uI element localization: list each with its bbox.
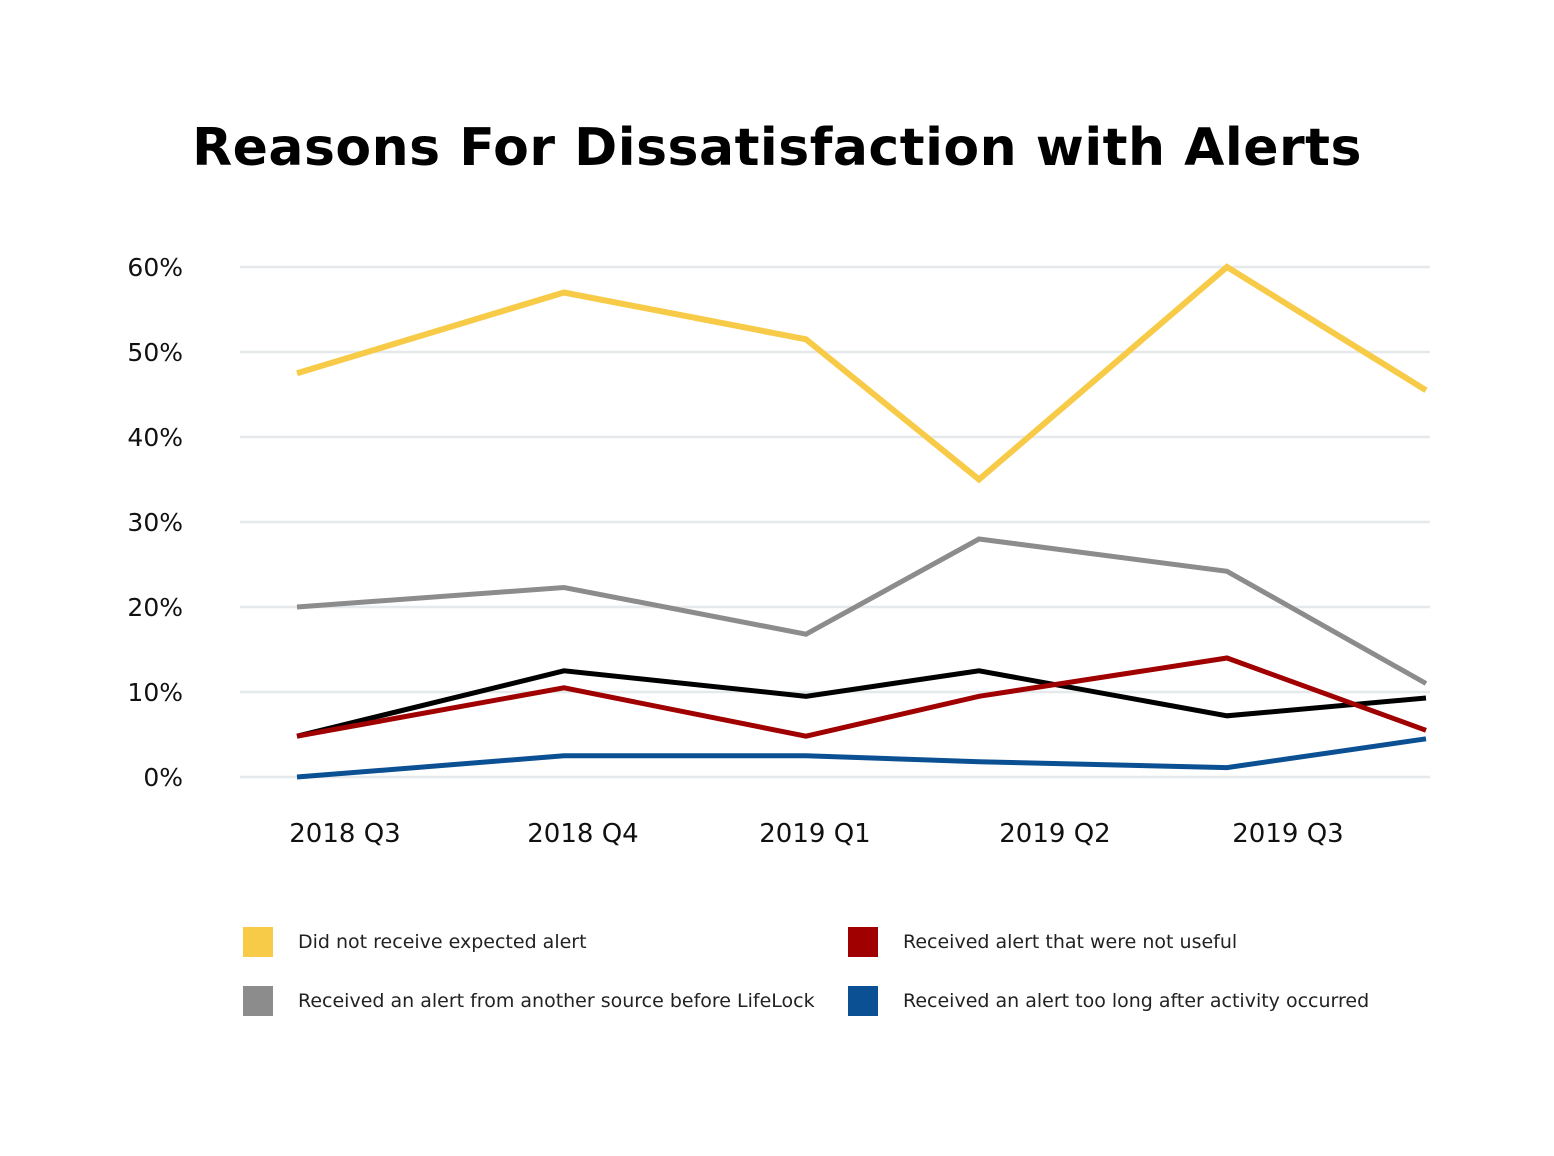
series-line-0	[296, 263, 1428, 484]
y-tick-label: 60%	[127, 253, 183, 282]
x-axis-ticks: 2018 Q3 2018 Q4 2019 Q1 2019 Q2 2019 Q3	[289, 819, 1343, 849]
series-lines	[296, 263, 1428, 780]
series-line-1	[296, 536, 1428, 686]
x-tick-label: 2019 Q2	[999, 819, 1110, 849]
x-tick-label: 2019 Q3	[1232, 819, 1343, 849]
grid-lines	[240, 265, 1430, 779]
series-line-4	[296, 736, 1427, 780]
y-tick-label: 20%	[127, 593, 183, 622]
series-line-2	[296, 668, 1427, 739]
x-tick-label: 2018 Q3	[289, 819, 400, 849]
series-line-3	[296, 655, 1427, 739]
y-tick-label: 50%	[127, 338, 183, 367]
x-tick-label: 2019 Q1	[759, 819, 870, 849]
y-axis-ticks: 0% 10% 20% 30% 40% 50% 60%	[127, 253, 183, 792]
y-tick-label: 30%	[127, 508, 183, 537]
y-tick-label: 10%	[127, 678, 183, 707]
chart-title: Reasons For Dissatisfaction with Alerts	[192, 118, 1362, 178]
y-tick-label: 0%	[143, 763, 183, 792]
y-tick-label: 40%	[127, 423, 183, 452]
x-tick-label: 2018 Q4	[527, 819, 638, 849]
